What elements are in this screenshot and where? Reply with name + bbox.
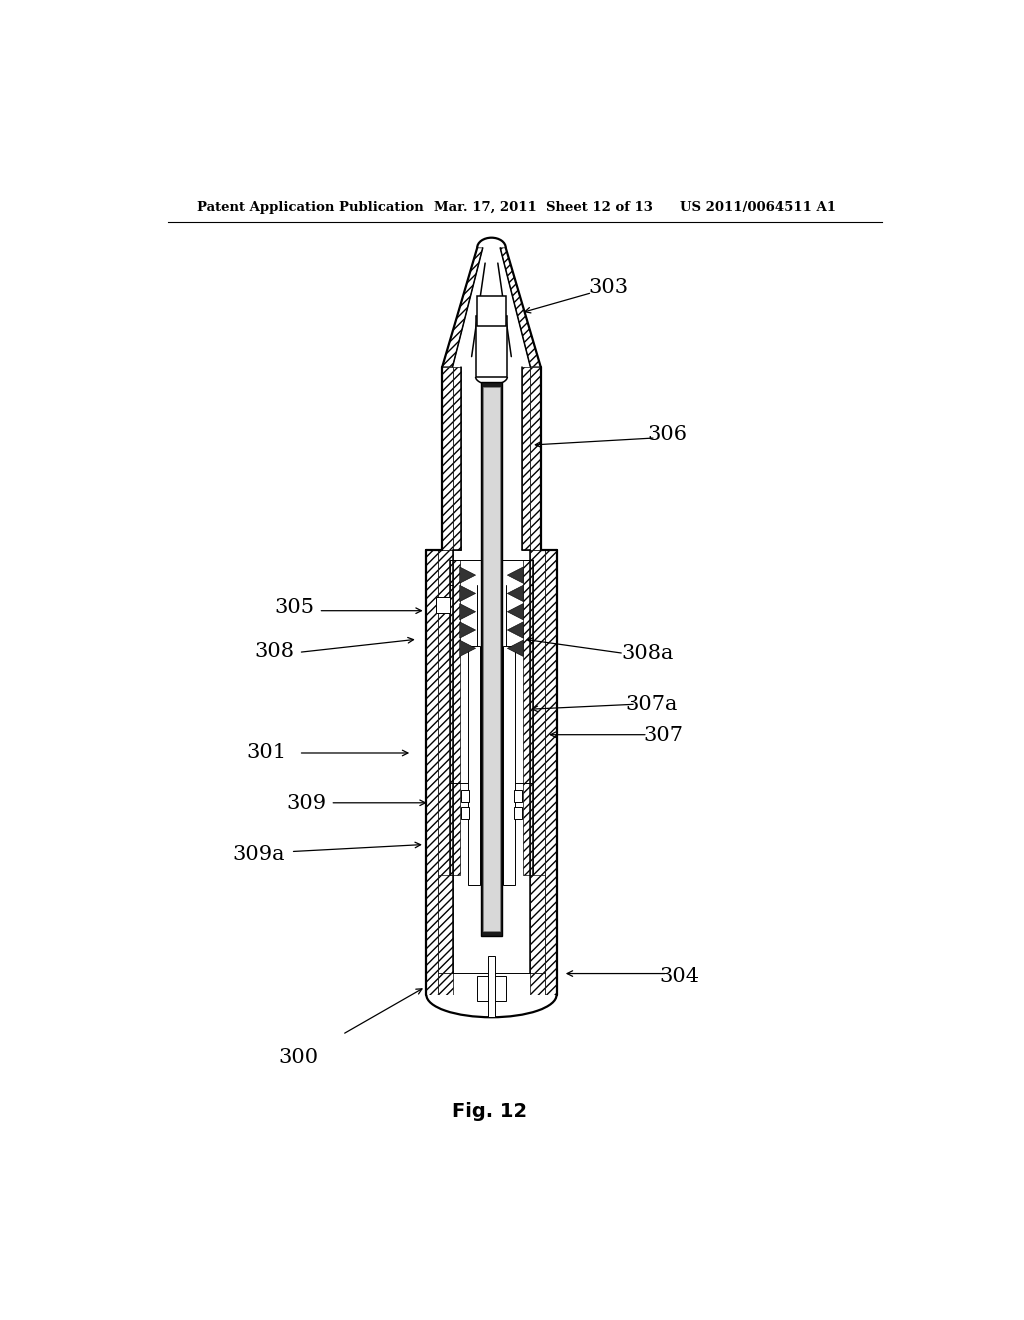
Bar: [468, 647, 480, 886]
Polygon shape: [460, 622, 475, 638]
Bar: [477, 975, 489, 1001]
Polygon shape: [546, 549, 557, 995]
Polygon shape: [507, 640, 523, 656]
Polygon shape: [437, 875, 454, 973]
Text: 309a: 309a: [232, 845, 286, 865]
Text: 303: 303: [588, 279, 628, 297]
Text: Mar. 17, 2011  Sheet 12 of 13: Mar. 17, 2011 Sheet 12 of 13: [433, 201, 652, 214]
Polygon shape: [530, 367, 541, 549]
Bar: [494, 975, 506, 1001]
Text: 308a: 308a: [622, 644, 674, 663]
Polygon shape: [460, 640, 475, 656]
Bar: [462, 789, 469, 801]
Bar: [514, 807, 521, 818]
Bar: [462, 807, 469, 818]
Polygon shape: [507, 622, 523, 638]
Text: 307: 307: [644, 726, 684, 746]
Polygon shape: [460, 603, 475, 620]
Polygon shape: [437, 973, 454, 995]
Polygon shape: [529, 875, 546, 973]
Text: 301: 301: [247, 743, 287, 763]
Polygon shape: [437, 549, 454, 973]
Text: 305: 305: [274, 598, 314, 618]
Polygon shape: [529, 973, 546, 995]
Text: 308: 308: [255, 642, 295, 661]
Text: 306: 306: [647, 425, 688, 445]
Polygon shape: [521, 367, 530, 549]
Text: Patent Application Publication: Patent Application Publication: [197, 201, 424, 214]
Polygon shape: [460, 568, 475, 583]
Bar: [482, 387, 500, 931]
Polygon shape: [507, 585, 523, 602]
Polygon shape: [426, 995, 557, 1018]
Bar: [436, 598, 451, 612]
Polygon shape: [442, 367, 453, 549]
Polygon shape: [523, 560, 532, 875]
Text: 307a: 307a: [626, 694, 678, 714]
Polygon shape: [426, 549, 437, 995]
Polygon shape: [507, 603, 523, 620]
Polygon shape: [507, 568, 523, 583]
Bar: [477, 296, 506, 326]
Polygon shape: [460, 585, 475, 602]
Bar: [481, 381, 502, 936]
Polygon shape: [500, 248, 541, 367]
Text: Fig. 12: Fig. 12: [452, 1102, 526, 1121]
Polygon shape: [451, 560, 460, 875]
Text: US 2011/0064511 A1: US 2011/0064511 A1: [680, 201, 836, 214]
Bar: [475, 315, 507, 378]
Text: 309: 309: [287, 795, 327, 813]
Text: 300: 300: [279, 1048, 318, 1068]
Polygon shape: [442, 248, 482, 367]
Bar: [514, 789, 521, 801]
Polygon shape: [451, 560, 454, 875]
Bar: [488, 956, 495, 1018]
Bar: [503, 647, 515, 886]
Polygon shape: [529, 560, 532, 875]
Text: 304: 304: [659, 968, 699, 986]
Polygon shape: [453, 367, 462, 549]
Polygon shape: [529, 549, 546, 973]
